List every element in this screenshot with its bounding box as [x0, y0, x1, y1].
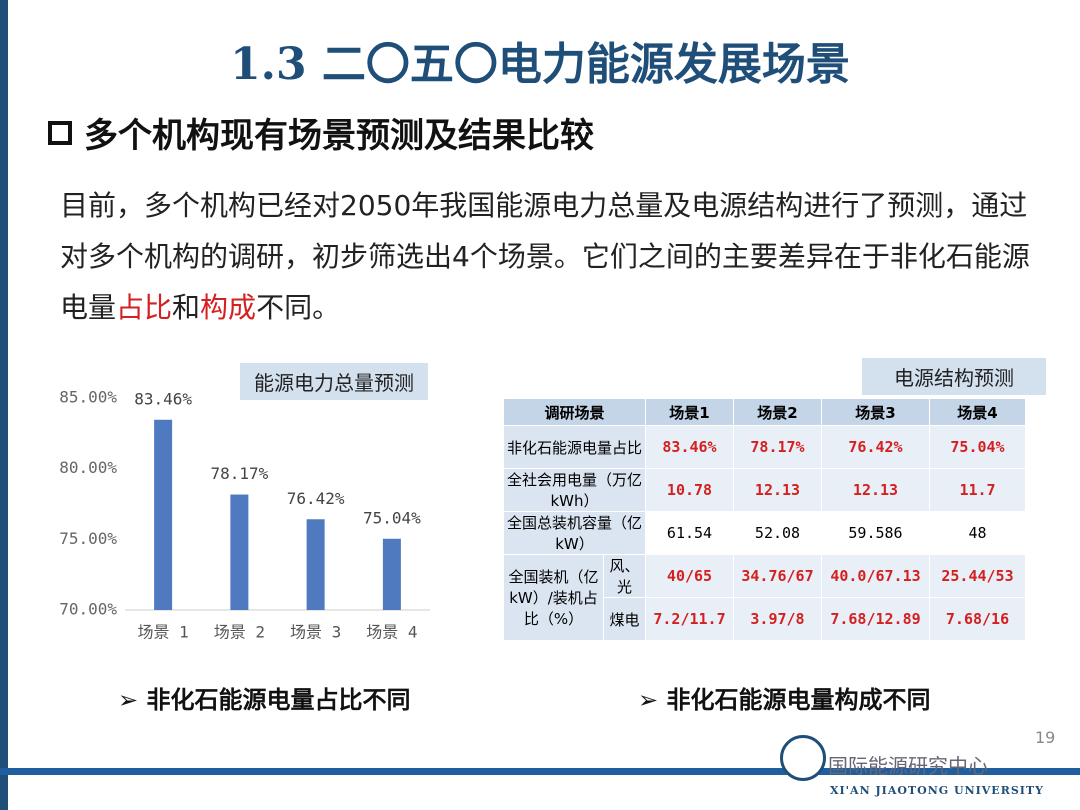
cell: 3.97/8 [733, 597, 822, 641]
cell: 34.76/67 [733, 554, 822, 598]
subtitle: 多个机构现有场景预测及结果比较 [48, 108, 594, 157]
cell: 59.586 [821, 511, 930, 555]
intro-part: 目前，多个机构已经对2050年我国能源电力总量及电源结构进行了预测，通过对多个机… [60, 189, 1030, 324]
cell: 25.44/53 [929, 554, 1026, 598]
row-label: 全国总装机容量（亿kW） [503, 511, 646, 555]
sub-label: 风、光 [603, 554, 646, 598]
chart: 70.00% 75.00% 80.00% 85.00% 场景 1 83.46% 场景 2 78… [59, 388, 430, 642]
bar [306, 519, 325, 610]
sub-label: 煤电 [603, 597, 646, 641]
bullet: ➢ 非化石能源电量占比不同 [118, 686, 411, 714]
cell: 11.7 [929, 468, 1026, 512]
cell: 61.54 [645, 511, 734, 555]
intro-highlight: 占比 [116, 291, 173, 324]
cell: 40.0/67.13 [821, 554, 930, 598]
university: XI'AN JIAOTONG UNIVERSITY [830, 784, 1044, 797]
cell: 78.17% [733, 425, 822, 469]
intro-text: 目前，多个机构已经对2050年我国能源电力总量及电源结构进行了预测，通过对多个机… [60, 180, 1030, 333]
table-title: 电源结构预测 [862, 358, 1046, 395]
logo [780, 735, 826, 781]
cell: 12.13 [821, 468, 930, 512]
slide-title: 1.3 二〇五〇电力能源发展场景 [230, 39, 850, 90]
intro-part: 不同。 [256, 291, 341, 324]
table-row: 煤电 7.2/11.7 3.97/8 7.68/12.89 7.68/16 [504, 597, 1026, 641]
bar [230, 494, 249, 610]
table-row: 全社会用电量（万亿kWh） 10.78 12.13 12.13 11.7 [503, 468, 1026, 512]
value-label: 75.04% [363, 508, 421, 527]
cell: 10.78 [645, 468, 734, 512]
value-label: 76.42% [287, 489, 345, 508]
cell: 76.42% [821, 425, 930, 469]
bar [154, 419, 173, 610]
cell: 48 [929, 511, 1026, 555]
row-label: 非化石能源电量占比 [503, 425, 646, 469]
x-tick-label: 场景 3 [290, 623, 341, 642]
table-row: 非化石能源电量占比 83.46% 78.17% 76.42% 75.04% [503, 425, 1026, 469]
header-cell: 场景3 [821, 398, 930, 426]
table: 调研场景 场景1 场景2 场景3 场景4 非化石能源电量占比 83.46% 78.17% 76.… [503, 398, 1026, 641]
header-cell: 调研场景 [503, 398, 646, 426]
intro-part: 和 [172, 291, 201, 324]
y-tick-label: 80.00% [59, 458, 117, 477]
value-label: 78.17% [210, 464, 268, 483]
cell: 75.04% [929, 425, 1026, 469]
watermark: 国际能源研究中心 [828, 754, 988, 778]
cell: 83.46% [645, 425, 734, 469]
bullet-text: 非化石能源电量占比不同 [146, 686, 411, 714]
table-row: 全国总装机容量（亿kW） 61.54 52.08 59.586 48 [503, 511, 1026, 555]
bullet-text: 非化石能源电量构成不同 [666, 686, 931, 714]
header-cell: 场景1 [645, 398, 734, 426]
x-tick-label: 场景 4 [366, 623, 417, 642]
side-bar [0, 0, 8, 810]
table-row: 全国装机（亿kW）/装机占比（%） 风、光 40/65 34.76/67 40.0/67… [503, 554, 1026, 641]
header-cell: 场景2 [733, 398, 822, 426]
cell: 7.68/16 [929, 597, 1026, 641]
bar [382, 538, 401, 610]
y-tick-label: 85.00% [59, 388, 117, 407]
row-label: 全社会用电量（万亿kWh） [503, 468, 646, 512]
cell: 7.68/12.89 [821, 597, 930, 641]
cell: 7.2/11.7 [645, 597, 734, 641]
y-tick-label: 75.00% [59, 529, 117, 548]
bullet: ➢ 非化石能源电量构成不同 [638, 686, 931, 714]
x-tick-label: 场景 2 [214, 623, 265, 642]
cell: 52.08 [733, 511, 822, 555]
x-tick-label: 场景 1 [137, 623, 188, 642]
y-tick-label: 70.00% [59, 600, 117, 619]
value-label: 83.46% [134, 389, 192, 408]
subtitle-text: 多个机构现有场景预测及结果比较 [84, 116, 594, 156]
header-row: 调研场景 场景1 场景2 场景3 场景4 [503, 398, 1026, 426]
page-number: 19 [1035, 728, 1056, 747]
cell: 12.13 [733, 468, 822, 512]
chart-title: 能源电力总量预测 [240, 363, 428, 400]
square-bullet [48, 120, 72, 145]
cell: 40/65 [645, 554, 734, 598]
intro-highlight: 构成 [200, 291, 257, 324]
group-label: 全国装机（亿kW）/装机占比（%） [503, 554, 604, 641]
footer-bar [0, 768, 1080, 775]
header-cell: 场景4 [929, 398, 1026, 426]
